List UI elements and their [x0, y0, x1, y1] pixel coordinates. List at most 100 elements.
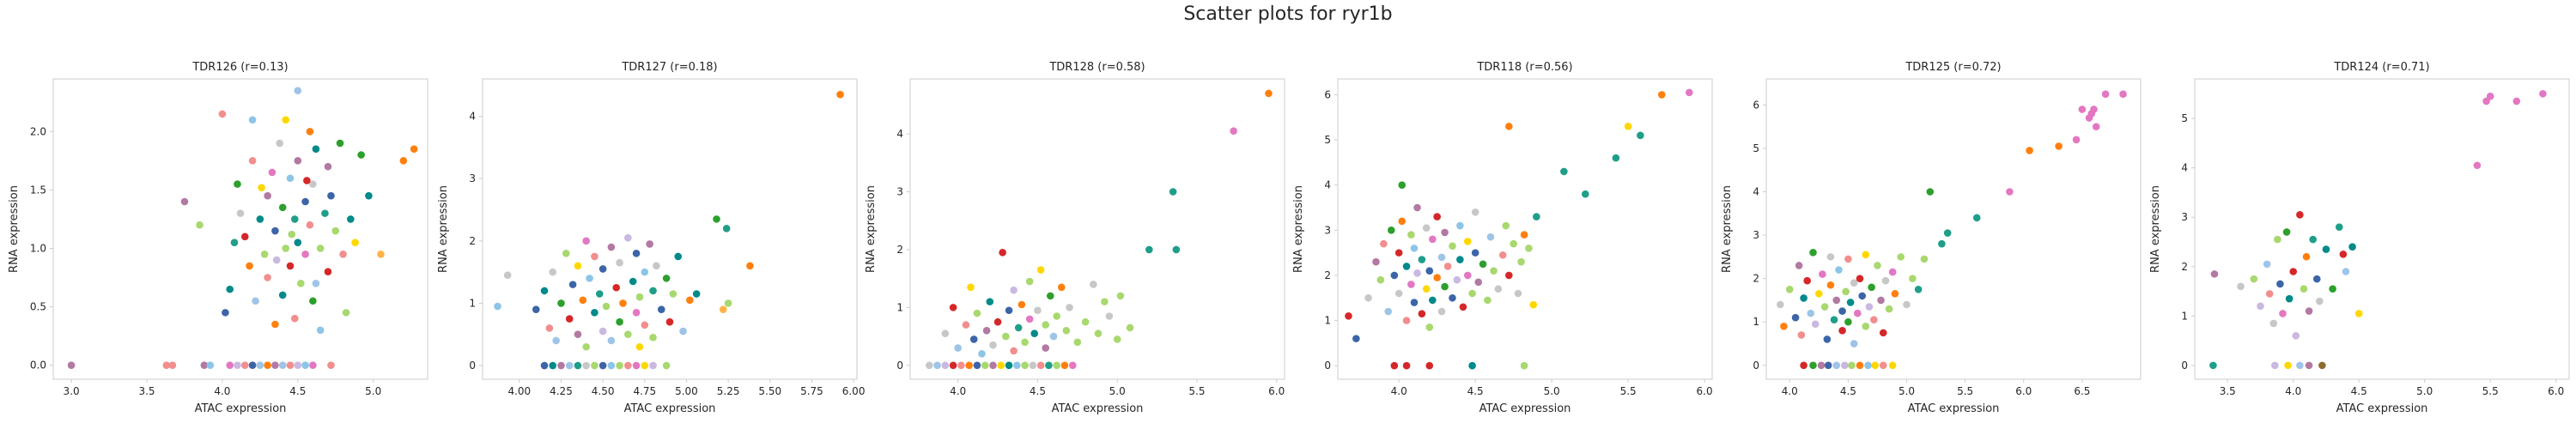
- y-tick-label: 2: [1324, 269, 1331, 281]
- scatter-point: [2274, 235, 2281, 244]
- scatter-point: [234, 180, 241, 188]
- scatter-point: [1498, 251, 1507, 259]
- scatter-point: [1838, 307, 1846, 315]
- scatter-point: [268, 168, 276, 177]
- scatter-point: [1425, 267, 1434, 275]
- scatter-point: [196, 221, 204, 229]
- y-tick-label: 1: [1324, 315, 1331, 327]
- scatter-point: [2250, 275, 2258, 283]
- scatter-point: [2296, 361, 2304, 370]
- scatter-point: [1844, 255, 1852, 263]
- y-tick-label: 2: [896, 244, 903, 256]
- scatter-point: [342, 309, 350, 317]
- x-tick-label: 6.5: [2074, 385, 2090, 397]
- scatter-point: [2276, 280, 2284, 288]
- scatter-point: [294, 361, 302, 369]
- scatter-point: [1862, 251, 1870, 259]
- scatter-point: [933, 361, 941, 370]
- scatter-point: [290, 314, 299, 323]
- scatter-point: [565, 361, 574, 370]
- scatter-point: [1066, 304, 1073, 311]
- scatter-point: [1502, 221, 1510, 230]
- scatter-point: [686, 296, 694, 305]
- panel-title: TDR118 (r=0.56): [1476, 61, 1572, 74]
- scatter-point: [278, 291, 287, 299]
- scatter-point: [316, 245, 325, 252]
- x-tick-label: 6.0: [2015, 385, 2032, 397]
- scatter-point: [230, 239, 239, 246]
- scatter-point: [2119, 90, 2127, 99]
- scatter-point: [598, 361, 607, 370]
- scatter-point: [301, 197, 309, 206]
- scatter-point: [1686, 88, 1693, 97]
- scatter-point: [2006, 188, 2014, 196]
- scatter-point: [602, 302, 611, 311]
- scatter-point: [312, 280, 320, 287]
- scatter-point: [1456, 256, 1464, 263]
- scatter-point: [1169, 188, 1177, 196]
- scatter-point: [1838, 327, 1846, 335]
- scatter-point: [1380, 239, 1388, 248]
- scatter-point: [1803, 276, 1811, 285]
- scatter-point: [309, 180, 317, 188]
- scatter-point: [312, 145, 320, 154]
- y-tick-label: 5: [1753, 142, 1759, 154]
- y-tick-label: 0.5: [30, 301, 46, 313]
- scatter-point: [1010, 286, 1018, 294]
- scatter-point: [607, 336, 616, 345]
- scatter-point: [1005, 361, 1013, 370]
- scatter-point: [321, 209, 329, 217]
- scatter-point: [649, 287, 657, 295]
- scatter-point: [1126, 323, 1134, 332]
- scatter-point: [1053, 312, 1060, 320]
- scatter-point: [2092, 123, 2100, 130]
- scatter-point: [2354, 310, 2363, 317]
- scatter-point: [336, 139, 344, 148]
- scatter-point: [632, 361, 641, 370]
- scatter-point: [1390, 361, 1399, 370]
- scatter-point: [989, 361, 997, 370]
- y-tick-label: 1: [469, 297, 476, 309]
- x-tick-label: 5.5: [1188, 385, 1205, 397]
- y-tick-label: 0: [2181, 360, 2188, 372]
- x-tick-label: 3.5: [2220, 385, 2236, 397]
- scatter-point: [1025, 277, 1034, 286]
- panel-title: TDR125 (r=0.72): [1905, 61, 2001, 74]
- panel-title: TDR128 (r=0.58): [1048, 61, 1145, 74]
- scatter-point: [1864, 361, 1872, 370]
- scatter-point: [722, 224, 731, 233]
- scatter-point: [591, 252, 598, 261]
- scatter-point: [1871, 361, 1880, 370]
- scatter-point: [306, 127, 314, 136]
- scatter-point: [1840, 361, 1849, 370]
- scatter-point: [1826, 253, 1835, 261]
- scatter-point: [719, 305, 727, 313]
- scatter-point: [1920, 255, 1929, 263]
- scatter-point: [1407, 281, 1415, 288]
- scatter-point: [1413, 269, 1421, 277]
- scatter-point: [941, 361, 950, 370]
- scatter-point: [586, 275, 593, 282]
- panel-title: TDR127 (r=0.18): [621, 61, 717, 74]
- scatter-point: [365, 191, 373, 200]
- scatter-point: [1437, 307, 1446, 316]
- scatter-point: [724, 299, 732, 307]
- scatter-point: [981, 361, 989, 370]
- scatter-point: [549, 268, 557, 276]
- x-tick-label: 6.00: [842, 385, 866, 397]
- scatter-point: [1449, 242, 1456, 251]
- scatter-panel-5: TDR125 (r=0.72) 4.0 4.5 5.0 5.5 6.0 6.5 0 1 2 3 4 5 6…: [1721, 61, 2142, 415]
- scatter-point: [2339, 251, 2348, 258]
- y-tick-label: 1: [896, 301, 903, 313]
- x-tick-label: 5.0: [1899, 385, 1915, 397]
- scatter-point: [180, 197, 189, 206]
- x-tick-label: 4.75: [633, 385, 656, 397]
- scatter-point: [2473, 161, 2482, 170]
- scatter-point: [2072, 136, 2081, 144]
- scatter-point: [351, 239, 359, 246]
- scatter-point: [1510, 239, 1517, 248]
- scatter-point: [557, 361, 565, 370]
- scatter-point: [264, 361, 271, 369]
- x-tick-label: 4.50: [592, 385, 615, 397]
- scatter-point: [641, 321, 649, 329]
